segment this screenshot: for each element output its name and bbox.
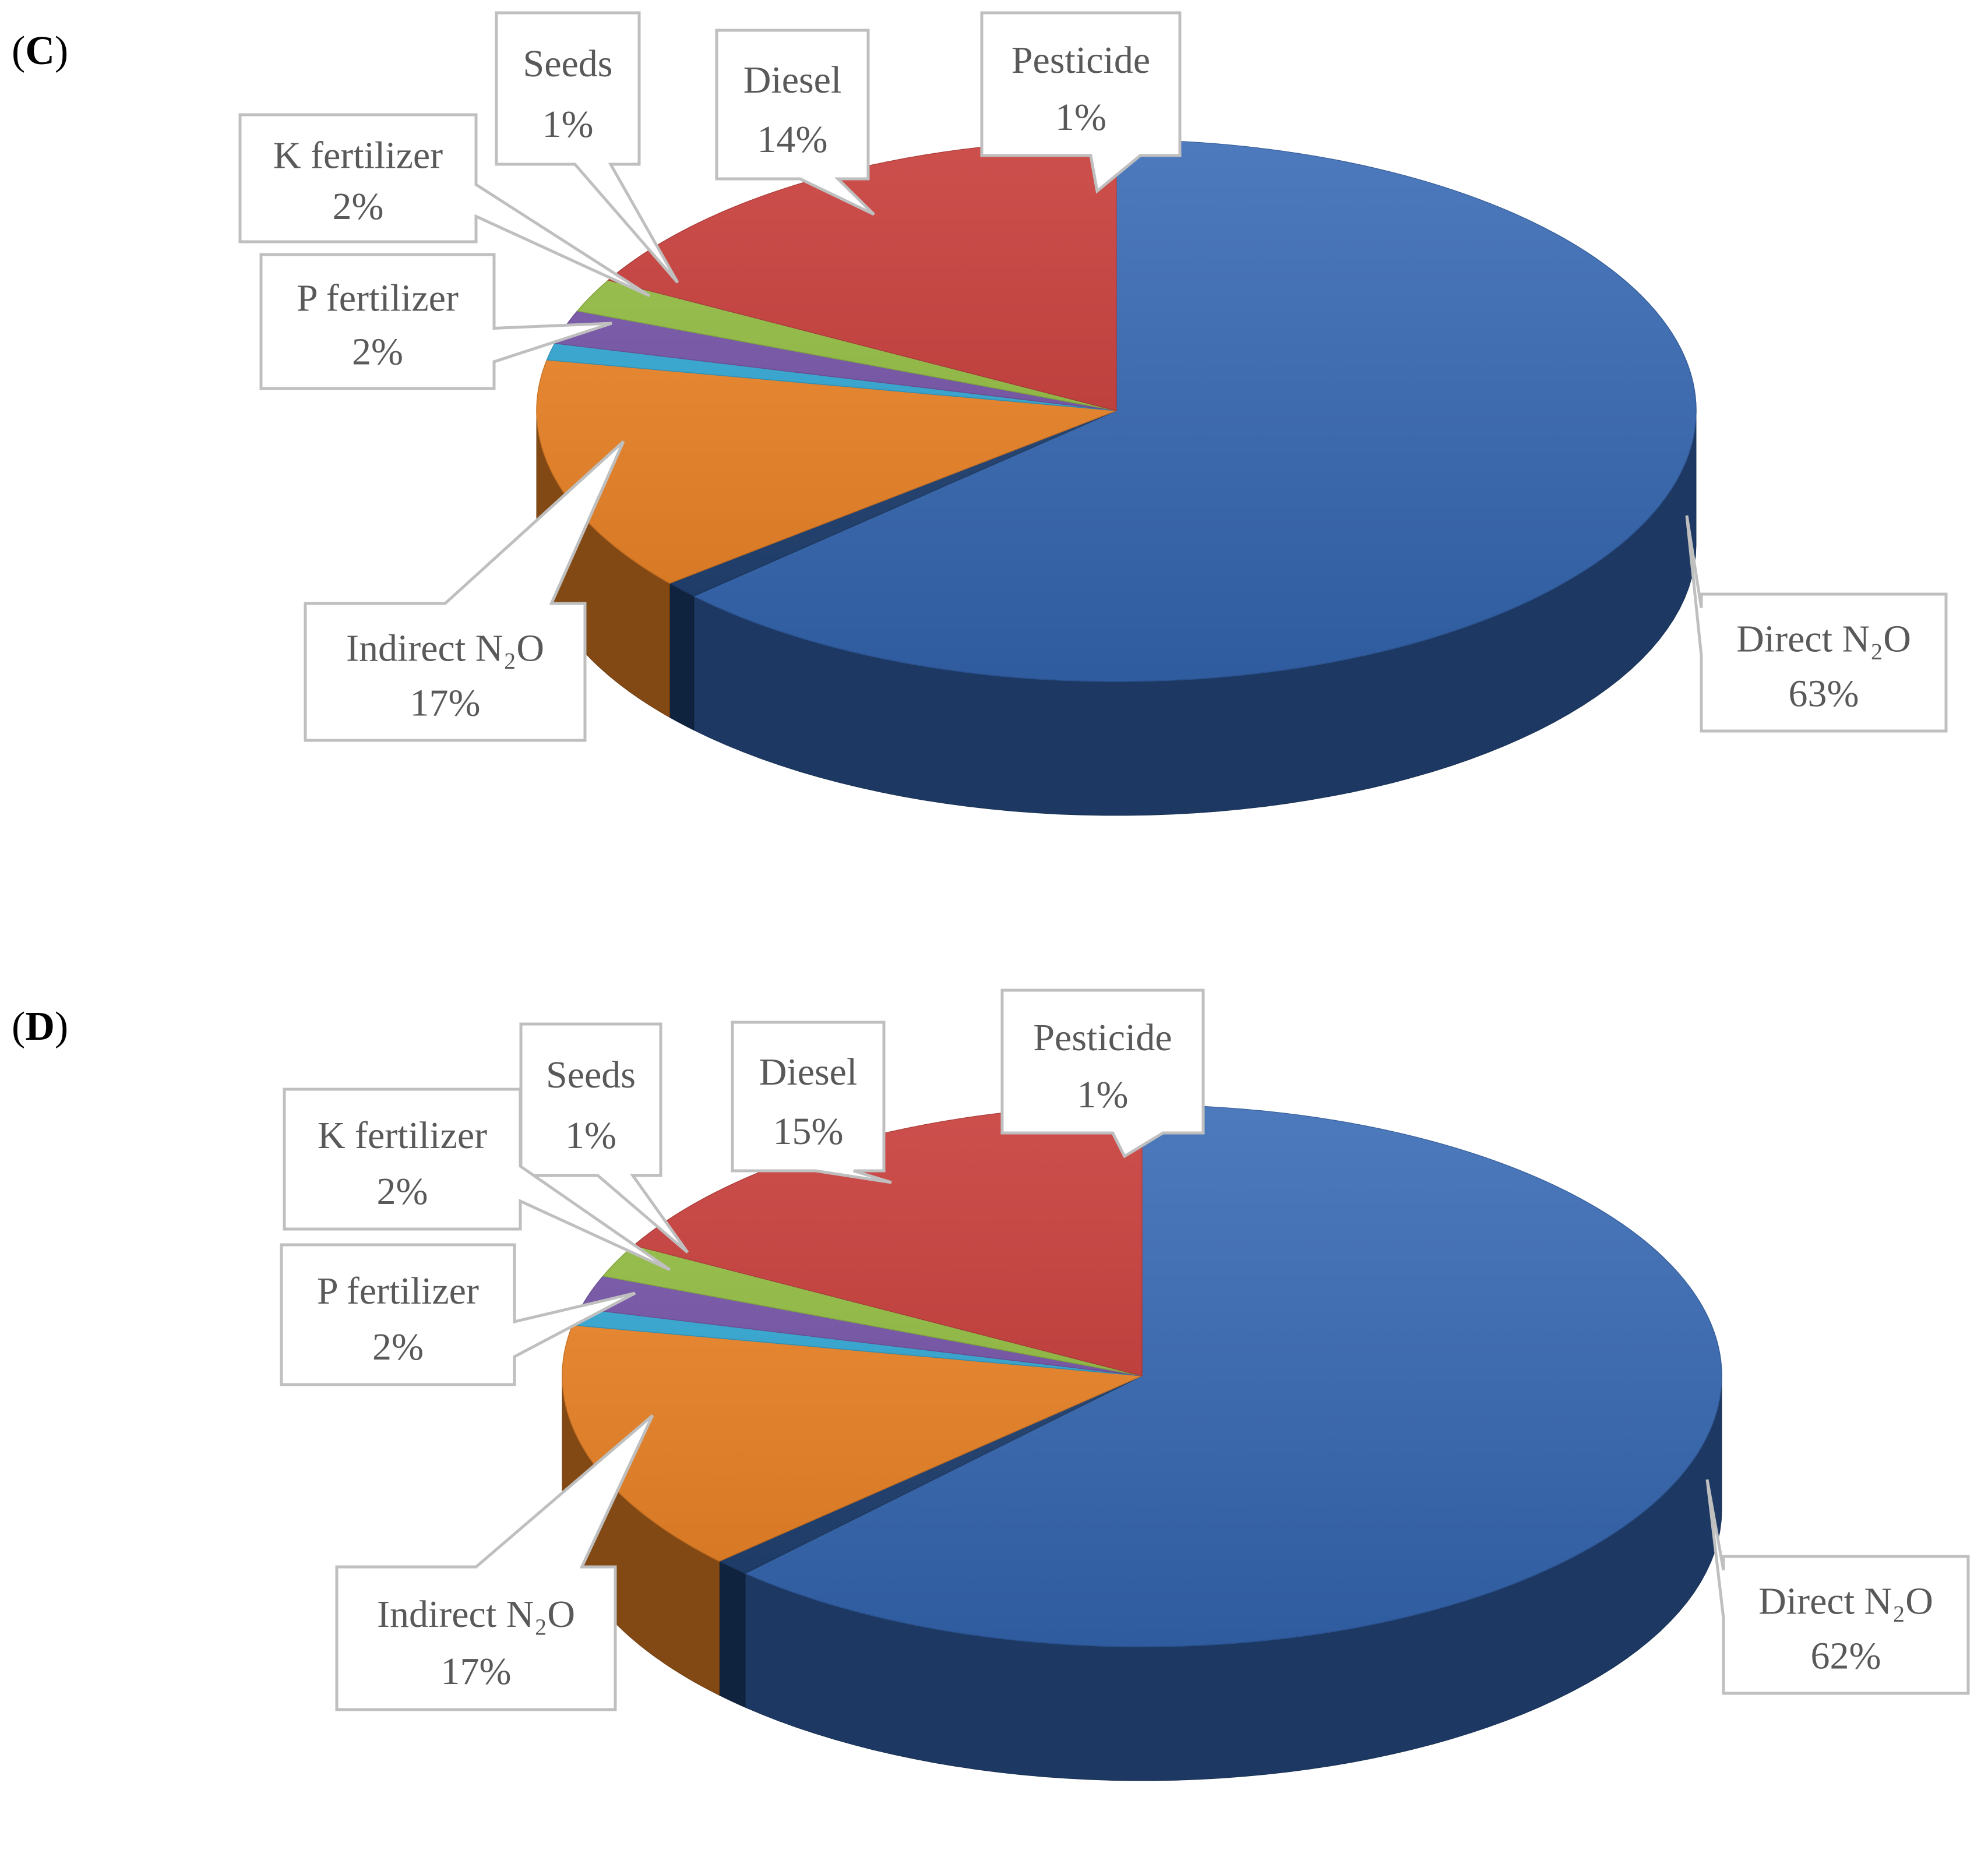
callout-box-direct-n2o — [1705, 1479, 1970, 1695]
slice-label-diesel: Diesel — [759, 1051, 858, 1093]
pie-top — [562, 1104, 1722, 1647]
slice-value-p-fertilizer: 2% — [372, 1326, 424, 1368]
slice-value-direct-n2o: 63% — [1789, 673, 1859, 715]
pie-side-pesticide — [669, 582, 695, 731]
slice-label-p-fertilizer: P fertilizer — [297, 277, 459, 320]
pie-top-shading — [562, 1105, 1722, 1647]
slice-value-direct-n2o: 62% — [1811, 1635, 1881, 1678]
slice-value-p-fertilizer: 2% — [352, 331, 403, 373]
pie-chart-panel-c: (C) Direct N₂O 63% Pesticide 1% Diesel 14% Seed… — [12, 11, 1948, 816]
slice-value-indirect-n2o: 17% — [410, 682, 481, 725]
slice-label-p-fertilizer: P fertilizer — [317, 1270, 479, 1312]
callout-box-indirect-n2o — [304, 440, 625, 742]
slice-value-diesel: 14% — [757, 118, 828, 161]
slice-label-seeds: Seeds — [523, 43, 613, 85]
pie-top — [536, 139, 1697, 682]
slice-value-k-fertilizer: 2% — [333, 185, 384, 228]
slice-label-seeds: Seeds — [546, 1054, 636, 1096]
slice-value-indirect-n2o: 17% — [441, 1650, 512, 1693]
callout-box-p-fertilizer — [280, 1243, 636, 1386]
slice-label-indirect-n2o: Indirect N₂O — [377, 1593, 575, 1636]
panel-label: (C) — [12, 29, 68, 73]
callout-box-indirect-n2o — [335, 1414, 654, 1711]
panel-label: (D) — [12, 1004, 68, 1049]
slice-value-k-fertilizer: 2% — [377, 1170, 428, 1213]
callout-box-p-fertilizer — [259, 253, 612, 390]
slice-value-seeds: 1% — [542, 103, 594, 146]
pie-chart-panel-d: (D) Direct N₂O 62% Pesticide 1% Diesel 15% Seed… — [12, 988, 1970, 1781]
callout-box-pesticide — [1000, 988, 1205, 1159]
callout-box-k-fertilizer — [238, 113, 651, 298]
slice-label-direct-n2o: Direct N₂O — [1758, 1580, 1933, 1623]
slice-value-pesticide: 1% — [1077, 1074, 1129, 1116]
slice-label-k-fertilizer: K fertilizer — [318, 1114, 487, 1157]
slice-value-pesticide: 1% — [1055, 96, 1106, 139]
data-labels: Direct N₂O 62% Pesticide 1% Diesel 15% Seeds 1%… — [280, 988, 1970, 1711]
callout-box-seeds — [495, 11, 679, 284]
slice-label-diesel: Diesel — [743, 59, 842, 101]
slice-label-pesticide: Pesticide — [1011, 39, 1150, 82]
data-labels: Direct N₂O 63% Pesticide 1% Diesel 14% Seeds 1%… — [238, 11, 1948, 742]
slice-label-direct-n2o: Direct N₂O — [1736, 618, 1911, 661]
callout-box-diesel — [715, 29, 875, 216]
callout-box-diesel — [731, 1021, 892, 1184]
pie-top-shading — [537, 140, 1696, 682]
slice-label-k-fertilizer: K fertilizer — [273, 135, 443, 177]
slice-label-pesticide: Pesticide — [1033, 1016, 1172, 1059]
slice-label-indirect-n2o: Indirect N₂O — [346, 627, 544, 670]
slice-value-seeds: 1% — [565, 1114, 616, 1157]
callout-box-k-fertilizer — [283, 1088, 671, 1272]
callout-box-pesticide — [980, 11, 1182, 194]
slice-value-diesel: 15% — [773, 1110, 844, 1153]
pie-side-pesticide — [719, 1561, 746, 1708]
callout-box-direct-n2o — [1685, 515, 1948, 733]
